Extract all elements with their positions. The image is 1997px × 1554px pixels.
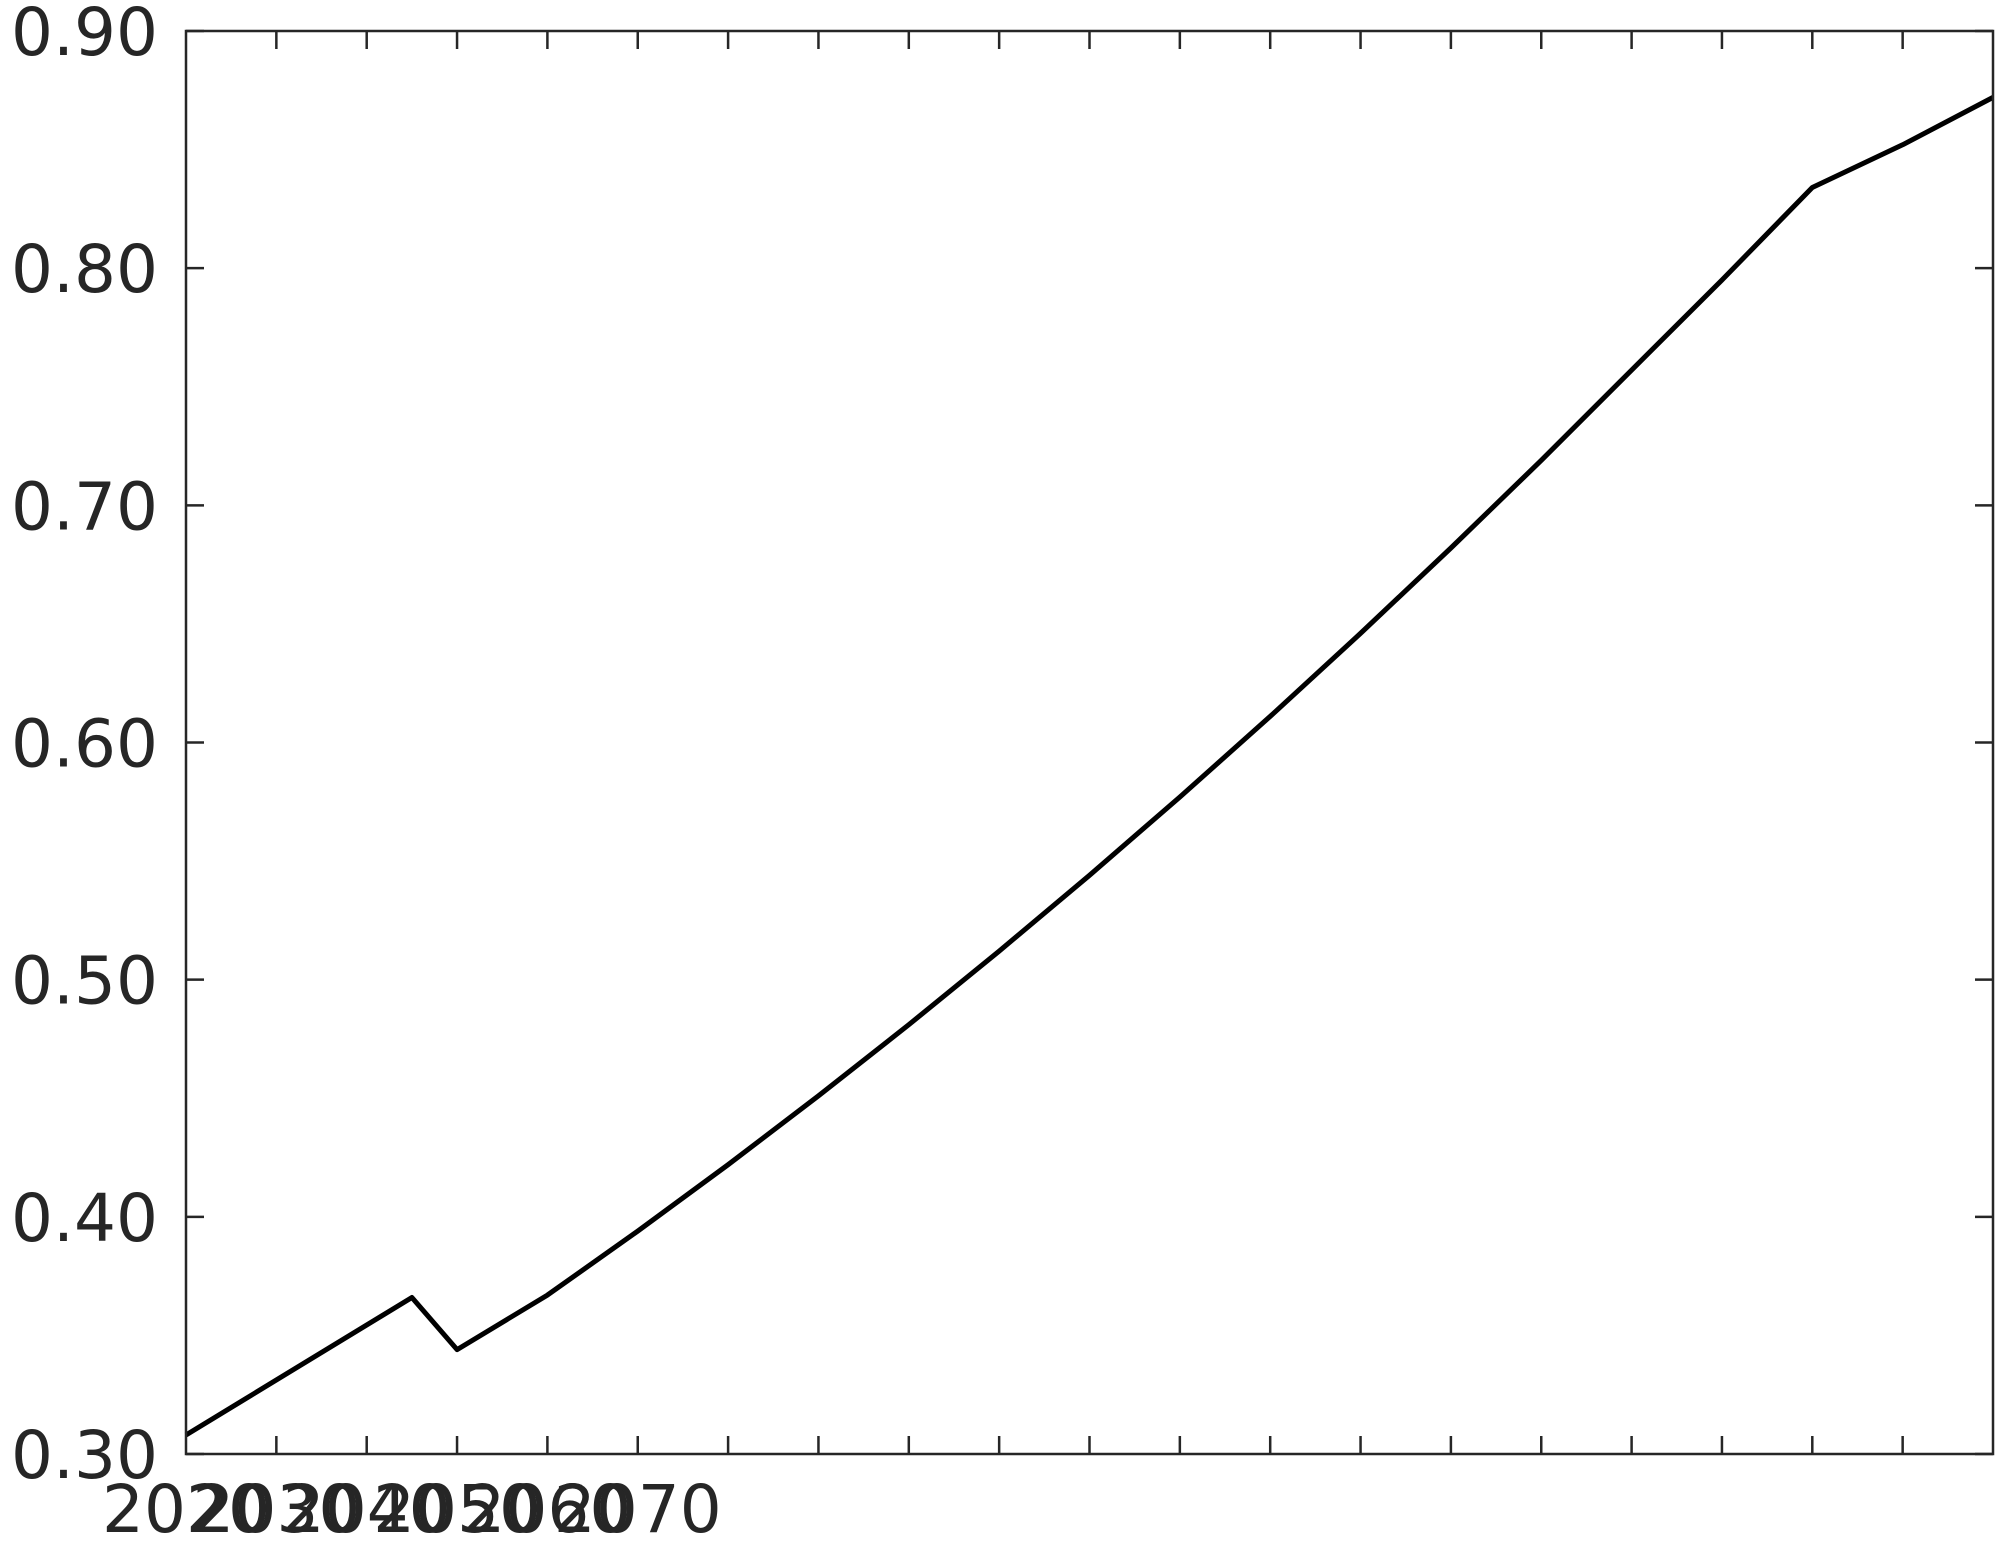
y-tick-label: 0.90 xyxy=(11,0,158,71)
plot-frame xyxy=(184,29,1995,1456)
x-tick-label: 2020 xyxy=(102,1471,270,1548)
y-tick-label: 0.30 xyxy=(11,1417,158,1494)
series-line xyxy=(184,95,1995,1438)
x-tick-label: 2070 xyxy=(554,1471,722,1548)
y-tick-label: 0.60 xyxy=(11,706,158,783)
y-tick-label: 0.40 xyxy=(11,1180,158,1257)
tick-marks xyxy=(186,29,1993,1456)
y-tick-label: 0.70 xyxy=(11,468,158,545)
x-tick-label: 2040 xyxy=(283,1471,451,1548)
x-tick-label: 2030 xyxy=(192,1471,360,1548)
y-tick-label: 0.50 xyxy=(11,943,158,1020)
y-tick-label: 0.80 xyxy=(11,231,158,308)
x-tick-label: 2050 xyxy=(373,1471,541,1548)
x-tick-label: 2060 xyxy=(463,1471,631,1548)
y-axis-tick-labels: 0.30 0.40 0.50 0.60 0.70 0.80 0.90 xyxy=(11,0,158,1494)
